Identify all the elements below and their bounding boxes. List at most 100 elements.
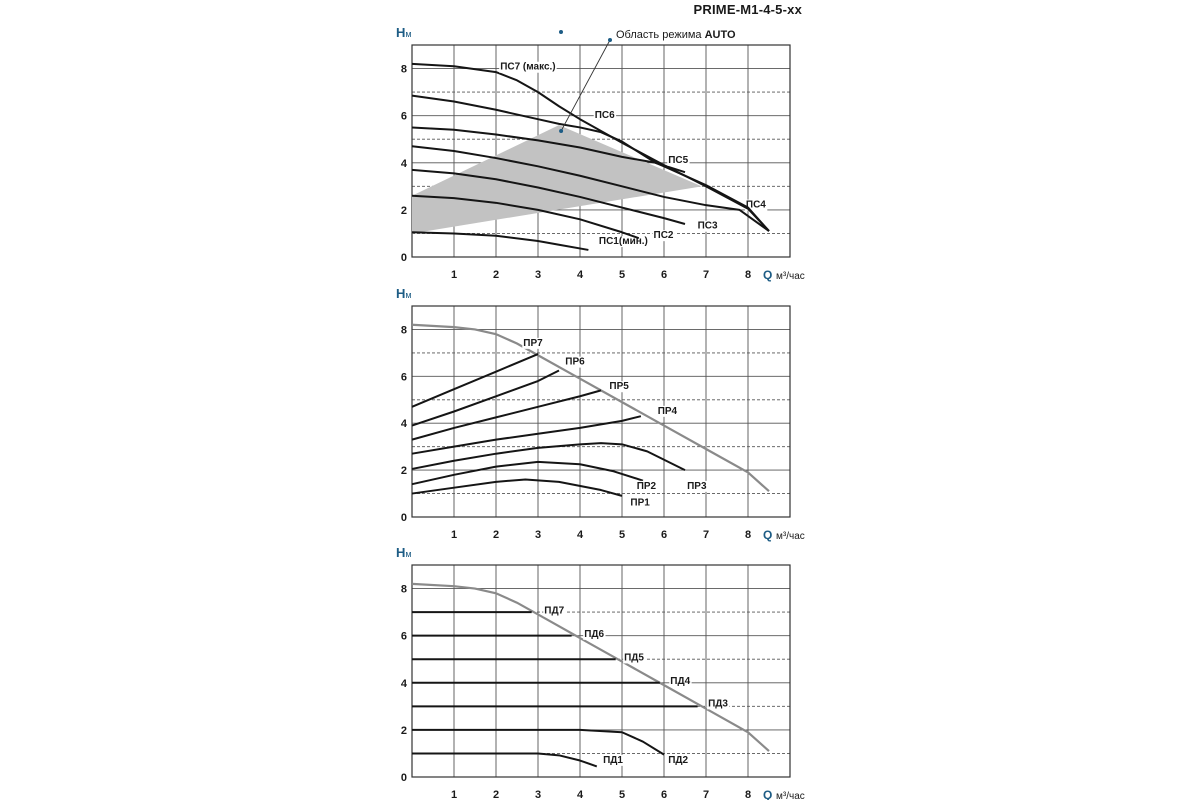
annotation-anchor [608, 38, 612, 42]
series-label-bg [608, 381, 631, 393]
x-axis-unit: м³/час [776, 531, 805, 542]
x-tick-label: 7 [703, 269, 709, 281]
y-tick-label: 4 [401, 678, 408, 690]
series-line [411, 126, 686, 174]
y-tick-label: 2 [401, 465, 407, 477]
series-label: ПД6 [584, 629, 604, 640]
x-axis-unit: м³/час [776, 791, 805, 800]
series-label: ПД4 [670, 676, 690, 687]
x-tick-label: 1 [451, 529, 457, 541]
page-title: PRIME-M1-4-5-xx [693, 2, 802, 17]
series-label: ПД5 [624, 652, 644, 663]
y-axis-label-unit: м [405, 29, 411, 39]
x-tick-label: 4 [577, 269, 584, 281]
series-label-bg [522, 337, 545, 349]
series-label: ПС2 [654, 230, 674, 241]
y-axis-label-unit: м [405, 549, 411, 559]
y-tick-label: 6 [401, 371, 407, 383]
x-tick-label: 3 [535, 789, 541, 800]
x-tick-label: 5 [619, 269, 625, 281]
series-label: ПР1 [630, 497, 650, 508]
x-tick-label: 4 [577, 529, 584, 541]
series-label: ПР6 [565, 357, 585, 368]
y-tick-label: 2 [401, 725, 407, 737]
y-tick-label: 8 [401, 324, 407, 336]
y-axis-label-main: Н [396, 25, 405, 40]
x-tick-label: 4 [577, 789, 584, 800]
auto-region-annotation: Область режима AUTO [616, 29, 736, 41]
series-label: ПС5 [668, 155, 688, 166]
y-tick-label: 6 [401, 111, 407, 123]
series-label-bg [597, 236, 649, 248]
x-tick-label: 7 [703, 789, 709, 800]
x-tick-label: 6 [661, 269, 667, 281]
series-label-bg [656, 405, 679, 417]
series-label: ПР7 [523, 338, 543, 349]
y-axis-label: Нм [396, 25, 412, 40]
annotation-leader [560, 39, 611, 132]
series-line [411, 415, 642, 455]
y-tick-label: 8 [401, 64, 407, 76]
series-label-bg [696, 220, 720, 232]
y-axis-label-main: Н [396, 545, 405, 560]
x-axis-unit: м³/час [776, 271, 805, 282]
x-tick-label: 5 [619, 529, 625, 541]
chart-constant-pressure: ПД1 ПД2 ПД3 ПД4 ПД5 ПД6 ПД7 1 2 3 4 5 6 7 8 0 2 4 6 8 Нм Q м³/… [396, 545, 805, 800]
series-label: ПР2 [637, 481, 657, 492]
x-tick-label: 2 [493, 269, 499, 281]
chart-proportional-pressure: ПР1 ПР2 ПР3 ПР4 ПР5 ПР6 ПР7 1 2 3 4 5 6 7 8 0 2 4 6 8 Нм Q м³/… [396, 286, 805, 542]
x-tick-label: 3 [535, 529, 541, 541]
x-tick-label: 6 [661, 529, 667, 541]
series-label: ПР5 [609, 381, 629, 392]
series-label-bg [602, 754, 625, 766]
auto-region [412, 125, 702, 234]
series-line [411, 369, 560, 427]
series-line [411, 460, 644, 486]
x-tick-label: 1 [451, 269, 457, 281]
x-tick-label: 8 [745, 269, 751, 281]
series-label-bg [744, 199, 768, 211]
x-tick-label: 8 [745, 789, 751, 800]
x-tick-label: 6 [661, 789, 667, 800]
y-axis-label: Нм [396, 286, 412, 301]
y-tick-label: 8 [401, 584, 407, 596]
y-axis-label: Нм [396, 545, 412, 560]
plot-frame [411, 305, 791, 518]
series-line [412, 728, 665, 756]
series-label: ПС6 [595, 110, 615, 121]
y-tick-label: 4 [401, 418, 408, 430]
series-label: ПС3 [698, 221, 718, 232]
series-label: ПС1(мин.) [599, 236, 648, 247]
series-label: ПС7 (макс.) [500, 62, 555, 73]
series-line [411, 478, 623, 497]
decorative-dot [559, 30, 563, 34]
y-tick-label: 6 [401, 631, 407, 643]
series-line [411, 94, 770, 232]
series-label-bg [652, 230, 675, 242]
x-tick-label: 2 [493, 529, 499, 541]
chart-fixed-speed: ПС1(мин.) ПС2 ПС3 ПС4 ПС5 ПС6 ПС7 (макс.) 1 2 3 4 5… [396, 25, 805, 282]
series-label: ПД2 [668, 755, 688, 766]
plot-frame [411, 564, 791, 778]
series-label-bg [667, 754, 690, 766]
series-label: ПР3 [687, 481, 707, 492]
series-line [411, 168, 686, 225]
series-label-bg [583, 628, 606, 640]
series-line [411, 145, 770, 232]
series-label-bg [635, 480, 658, 492]
series-label: ПД3 [708, 698, 728, 709]
x-axis-label: Q [763, 788, 772, 800]
series-label-bg [669, 675, 692, 687]
y-tick-label: 2 [401, 205, 407, 217]
x-axis-label: Q [763, 528, 772, 542]
series-label-bg [593, 110, 617, 122]
series-label: ПС4 [746, 200, 766, 211]
max-envelope-curve [411, 582, 770, 752]
annotation-text: Область режима [616, 29, 705, 41]
plot-frame [411, 44, 791, 258]
y-tick-label: 4 [401, 158, 408, 170]
series-line [411, 353, 539, 408]
series-line [411, 194, 640, 240]
y-tick-label: 0 [401, 512, 407, 524]
